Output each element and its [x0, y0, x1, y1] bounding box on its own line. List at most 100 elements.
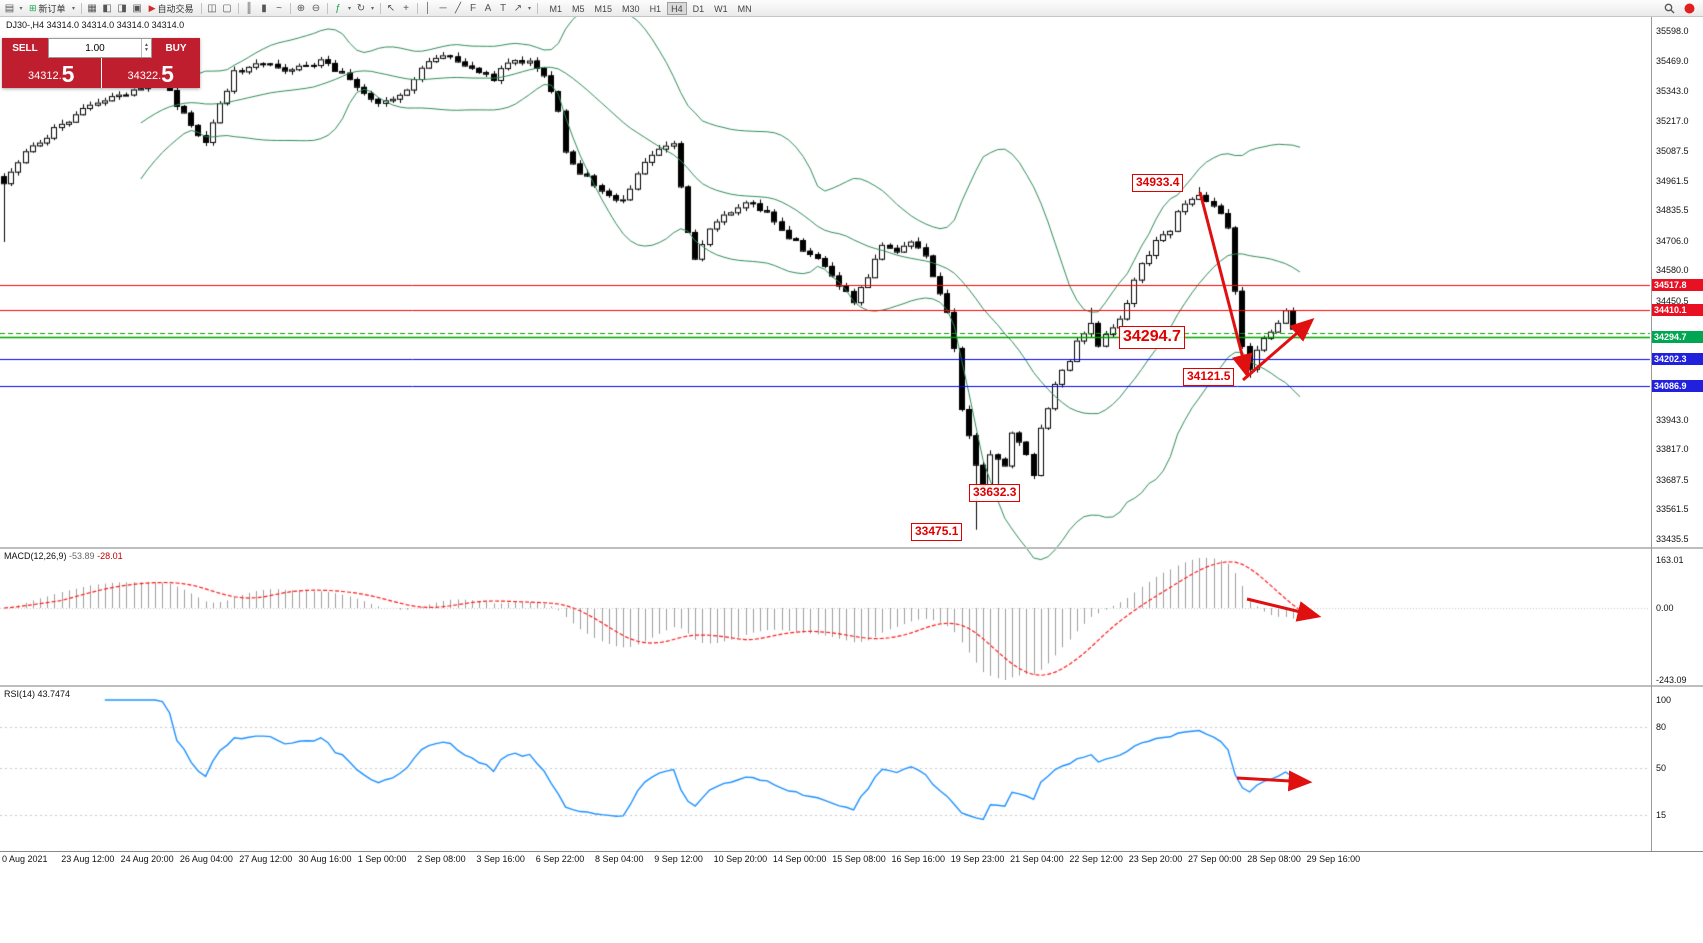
time-axis-label: 16 Sep 16:00	[891, 854, 946, 864]
time-axis-label: 1 Sep 00:00	[357, 854, 407, 864]
price-axis-tick: 33561.5	[1656, 504, 1689, 515]
timeframe-m5[interactable]: M5	[572, 3, 585, 14]
time-axis-label: 23 Aug 12:00	[61, 854, 115, 864]
navigator-icon[interactable]: ◨	[117, 2, 127, 14]
rsi-indicator-label: RSI(14) 43.7474	[4, 689, 70, 699]
time-axis-label: 22 Sep 12:00	[1069, 854, 1123, 864]
toolbar-separator	[379, 2, 381, 14]
volume-input[interactable]	[49, 39, 141, 57]
vertical-line-icon[interactable]: │	[424, 2, 432, 14]
candlestick-chart-icon[interactable]: ▮	[261, 2, 267, 14]
arrows-tool-icon[interactable]: ↗	[513, 2, 523, 14]
price-annotation[interactable]: 34121.5	[1183, 368, 1235, 386]
market-watch-icon[interactable]: ▦	[87, 2, 97, 14]
price-annotation[interactable]: 33475.1	[911, 523, 963, 541]
timeframe-group: M1 M5 M15 M30 H1 H4 D1 W1 MN	[545, 1, 757, 15]
price-tag: 34294.7	[1652, 331, 1703, 344]
buy-button[interactable]: BUY	[152, 38, 200, 58]
cursor-icon[interactable]: ↖	[386, 2, 396, 14]
timeframe-w1[interactable]: W1	[714, 3, 728, 14]
timeframe-h4[interactable]: H4	[667, 1, 687, 15]
time-axis-label: 21 Sep 04:00	[1010, 854, 1064, 864]
timeframe-mn[interactable]: MN	[737, 3, 752, 14]
timeframe-m1[interactable]: M1	[549, 3, 563, 14]
price-axis-tick: 33687.5	[1656, 474, 1689, 485]
macd-axis-tick: 0.00	[1656, 603, 1674, 613]
macd-indicator-label: MACD(12,26,9) -53.89 -28.01	[4, 551, 123, 561]
zoom-out-icon[interactable]: ⊖	[311, 2, 321, 14]
cascade-windows-icon[interactable]: ▢	[222, 2, 232, 14]
new-order-button[interactable]: ⊞ 新订单	[25, 1, 70, 15]
price-axis-tick: 35343.0	[1656, 85, 1689, 96]
timeframe-h1[interactable]: H1	[649, 3, 662, 14]
tile-windows-icon[interactable]: ◫	[207, 2, 217, 14]
alert-badge-icon[interactable]	[1682, 1, 1697, 15]
search-icon[interactable]	[1662, 1, 1677, 15]
volume-spinner: ▲ ▼	[140, 39, 151, 57]
sell-price-big: 5	[61, 61, 75, 87]
toolbar-items: ▤ ▾ ⊞ 新订单 ▾ ▦ ◧ ◨ ▣ ▶ 自动交易 ◫ ▢ ║ ▮ ~ ⊕ ⊖ ƒ ▾ ↻ ▾ ↖ + │ ─ ╱ F A T ↗ ▾	[2, 1, 541, 15]
price-axis-tick: 34961.5	[1656, 175, 1689, 186]
volume-up-icon[interactable]: ▲	[144, 42, 149, 48]
templates-icon[interactable]: ↻	[356, 2, 366, 14]
indicators-icon[interactable]: ƒ	[335, 2, 341, 14]
rsi-axis-tick: 80	[1656, 722, 1667, 732]
fibonacci-icon[interactable]: F	[469, 2, 477, 14]
price-axis-tick: 34835.5	[1656, 205, 1689, 216]
volume-down-icon[interactable]: ▼	[144, 47, 149, 53]
horizontal-line-icon[interactable]: ─	[439, 2, 447, 14]
time-axis-label: 27 Sep 00:00	[1188, 854, 1242, 864]
bar-chart-icon[interactable]: ║	[245, 2, 253, 14]
arrows-tool-caret-icon[interactable]: ▾	[527, 5, 531, 12]
autotrade-button-label: 自动交易	[157, 3, 194, 14]
price-annotation[interactable]: 33632.3	[969, 484, 1021, 502]
macd-main-value: -53.89	[69, 551, 95, 561]
autotrade-button[interactable]: ▶ 自动交易	[145, 1, 198, 15]
time-axis-label: 2 Sep 08:00	[417, 854, 466, 864]
toolbar-separator	[80, 2, 82, 14]
panel-separator-rsi[interactable]	[0, 685, 1703, 687]
macd-axis-tick: -243.09	[1656, 674, 1687, 685]
macd-name: MACD(12,26,9)	[4, 551, 67, 561]
new-order-caret-icon[interactable]: ▾	[72, 5, 76, 12]
time-axis-label: 29 Sep 16:00	[1306, 854, 1361, 864]
sell-button[interactable]: SELL	[2, 38, 48, 58]
time-axis-label: 8 Sep 04:00	[595, 854, 644, 864]
timeframe-d1[interactable]: D1	[692, 3, 705, 14]
time-axis-label: 27 Aug 12:00	[239, 854, 293, 864]
zoom-in-icon[interactable]: ⊕	[296, 2, 306, 14]
label-icon[interactable]: T	[499, 2, 507, 14]
time-axis-label: 24 Aug 20:00	[120, 854, 174, 864]
sell-price-main: 34312.	[28, 70, 62, 82]
sell-price[interactable]: 34312. 5	[2, 58, 101, 88]
time-axis-label: 26 Aug 04:00	[179, 854, 233, 864]
new-chart-caret-icon[interactable]: ▾	[19, 5, 23, 12]
buy-price-big: 5	[161, 61, 174, 87]
price-annotation[interactable]: 34294.7	[1119, 326, 1185, 349]
buy-price[interactable]: 34322. 5	[101, 58, 200, 88]
toolbar: ▤ ▾ ⊞ 新订单 ▾ ▦ ◧ ◨ ▣ ▶ 自动交易 ◫ ▢ ║ ▮ ~ ⊕ ⊖ ƒ ▾ ↻ ▾ ↖ + │ ─ ╱ F A T ↗ ▾ M1…	[0, 0, 1703, 17]
indicators-caret-icon[interactable]: ▾	[347, 5, 351, 12]
new-chart-icon[interactable]: ▤	[4, 2, 15, 14]
trendline-icon[interactable]: ╱	[454, 2, 462, 14]
toolbar-right	[1662, 1, 1703, 15]
crosshair-icon[interactable]: +	[403, 2, 409, 14]
symbol-ohlc-info: DJ30-,H4 34314.0 34314.0 34314.0 34314.0	[6, 20, 185, 30]
time-axis-label: 30 Aug 16:00	[298, 854, 352, 864]
panel-separator-macd[interactable]	[0, 547, 1703, 549]
text-icon[interactable]: A	[484, 2, 492, 14]
rsi-value: 43.7474	[37, 689, 71, 699]
line-chart-icon[interactable]: ~	[276, 2, 282, 14]
timeframe-m15[interactable]: M15	[594, 3, 613, 14]
timeframe-m30[interactable]: M30	[622, 3, 640, 14]
data-window-icon[interactable]: ◧	[102, 2, 112, 14]
terminal-icon[interactable]: ▣	[132, 2, 142, 14]
price-annotation[interactable]: 34933.4	[1132, 174, 1184, 192]
time-axis-separator	[0, 851, 1703, 852]
toolbar-separator	[237, 2, 239, 14]
toolbar-separator	[416, 2, 418, 14]
time-axis-label: 15 Sep 08:00	[832, 854, 886, 864]
templates-caret-icon[interactable]: ▾	[370, 5, 374, 12]
toolbar-separator	[326, 2, 328, 14]
